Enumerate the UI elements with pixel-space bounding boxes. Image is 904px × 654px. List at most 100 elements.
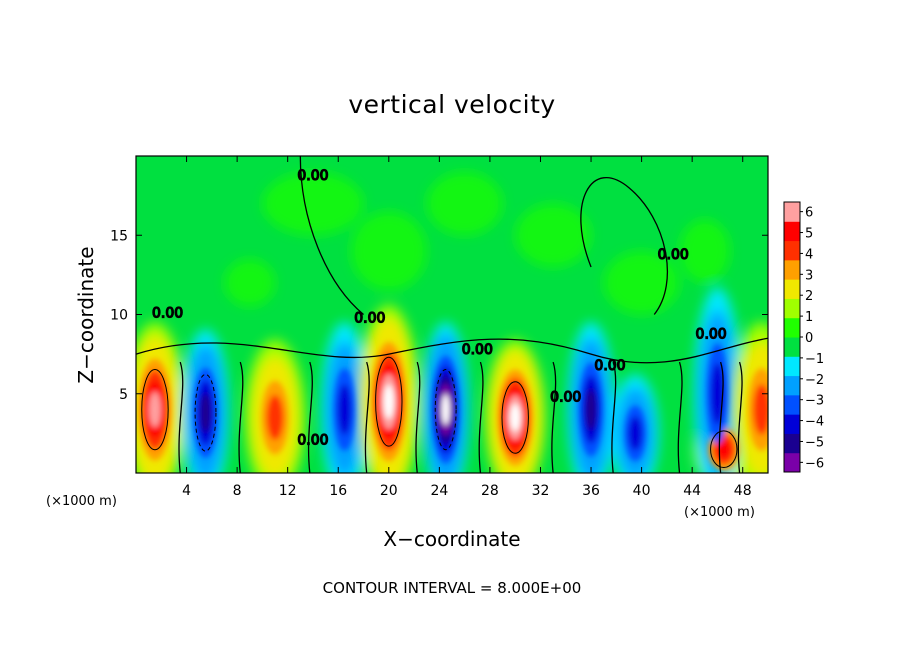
zero-contour-segment-1 (238, 361, 244, 473)
x-tick-label: 32 (532, 483, 550, 499)
contour-label-6: 0.00 (297, 432, 328, 448)
downdraft-cell-1-level-4 (200, 392, 211, 433)
x-tick-label: 40 (633, 483, 651, 499)
weak-updraft-patch (515, 203, 592, 267)
x-tick-label: 20 (380, 483, 398, 499)
zero-contour-loop (580, 176, 668, 315)
inner-contour-9 (710, 430, 738, 469)
zero-contour-segment-4 (415, 361, 421, 473)
colorbar: −6 −5 −4 −3 −2 −1 0 1 2 3 4 5 6 (783, 201, 824, 473)
updraft-cell-9-level-4 (716, 439, 731, 459)
contour-interval-note: CONTOUR INTERVAL = 8.000E+00 (323, 579, 582, 597)
zero-contour-segment-5 (478, 361, 484, 473)
contour-label-3: 0.00 (152, 306, 183, 322)
updraft-cell-4-level-6 (383, 384, 394, 419)
x-tick-label: 28 (481, 483, 499, 499)
zero-contour-segment-7 (611, 361, 617, 473)
updraft-cell-0-level-5 (149, 391, 161, 428)
contour-label-4: 0.00 (658, 247, 689, 263)
inner-contour-1 (194, 373, 217, 452)
colorbar-swatch (784, 375, 800, 396)
colorbar-swatch (784, 221, 800, 242)
x-axis-ticks: 4 8 12 16 20 24 28 32 36 40 44 48 (182, 156, 752, 499)
y-tick-label: 10 (110, 308, 128, 324)
downdraft-cell-8-level-3 (628, 416, 642, 451)
x-axis-label: X−coordinate (383, 527, 520, 551)
colorbar-swatch (784, 433, 800, 454)
downdraft-cell-10-level-3 (710, 362, 725, 425)
colorbar-label: −3 (805, 394, 824, 409)
colorbar-label: 0 (805, 331, 813, 346)
colorbar-label: −2 (805, 373, 824, 388)
x-unit-label-right: (×1000 m) (684, 505, 755, 520)
x-tick-label: 44 (683, 483, 701, 499)
zero-contour-segment-6 (551, 361, 557, 473)
x-tick-label: 24 (430, 483, 448, 499)
zero-contour-segment-8 (677, 361, 683, 473)
downdraft-cell-7-level-4 (585, 388, 597, 431)
zero-contour-segment-2 (307, 361, 313, 473)
colorbar-label: 3 (805, 268, 813, 283)
colorbar-swatch (784, 394, 800, 415)
weak-updraft-patch (224, 259, 276, 307)
zero-contour-column (299, 156, 364, 315)
x-tick-label: 16 (329, 483, 347, 499)
colorbar-swatch (784, 279, 800, 299)
colorbar-label: −5 (805, 435, 824, 450)
colorbar-label: 2 (805, 289, 813, 304)
zero-contour-upper (136, 337, 768, 364)
velocity-field: 0.00 0.00 0.00 0.00 0.00 0.00 0.00 0.00 0.00 (136, 156, 768, 473)
zero-contour-segment-3 (364, 361, 370, 473)
chart-title: vertical velocity (348, 90, 555, 119)
colorbar-swatch (784, 356, 800, 377)
colorbar-swatch (784, 452, 800, 473)
colorbar-swatch (784, 259, 800, 280)
contour-label-1: 0.00 (354, 310, 385, 326)
zero-contour-segment-10 (737, 361, 743, 473)
colorbar-swatch (784, 202, 800, 222)
contour-label-5: 0.00 (696, 326, 727, 342)
contour-label-2: 0.00 (462, 342, 493, 358)
inner-contour-0 (141, 368, 169, 451)
updraft-cell-11-level-3 (753, 384, 768, 435)
colorbar-label: −6 (805, 456, 824, 471)
y-tick-label: 5 (119, 387, 128, 403)
colorbar-label: −4 (805, 415, 824, 430)
colorbar-label: −1 (805, 352, 824, 367)
inner-contour-6 (501, 381, 529, 454)
weak-updraft-patch (679, 219, 731, 283)
updraft-cell-2-level-3 (266, 394, 284, 441)
x-tick-label: 48 (734, 483, 752, 499)
colorbar-swatch (784, 298, 800, 319)
colorbar-swatch (784, 414, 800, 434)
x-tick-label: 36 (582, 483, 600, 499)
inner-contour-4 (375, 356, 403, 447)
colorbar-label: 6 (805, 206, 813, 221)
weak-updraft-patch (262, 171, 364, 236)
y-axis-ticks: 5 10 15 (110, 228, 768, 403)
colorbar-swatch (784, 240, 800, 261)
inner-contour-5 (434, 368, 457, 451)
y-tick-label: 15 (110, 228, 128, 244)
downdraft-cell-3-level-3 (337, 384, 352, 435)
contour-label-7: 0.00 (550, 390, 581, 406)
colorbar-label: 4 (805, 247, 813, 262)
x-tick-label: 8 (233, 483, 242, 499)
zero-contour-segment-0 (178, 361, 184, 473)
contour-label-8: 0.00 (594, 358, 625, 374)
colorbar-swatch (784, 337, 800, 357)
x-unit-label-left: (×1000 m) (46, 494, 117, 509)
weak-updraft-patch (603, 251, 680, 315)
downdraft-cell-5-level-6 (441, 394, 450, 425)
x-tick-label: 12 (279, 483, 297, 499)
colorbar-label: 1 (805, 310, 813, 325)
zero-contour-segment-9 (718, 361, 724, 473)
updraft-cell-6-level-6 (510, 403, 521, 432)
x-tick-label: 4 (182, 483, 191, 499)
colorbar-label: 5 (805, 227, 813, 242)
y-axis-label: Z−coordinate (74, 246, 98, 383)
weak-updraft-patch (426, 171, 503, 236)
weak-updraft-patch (350, 211, 427, 291)
colorbar-swatch (784, 317, 800, 338)
